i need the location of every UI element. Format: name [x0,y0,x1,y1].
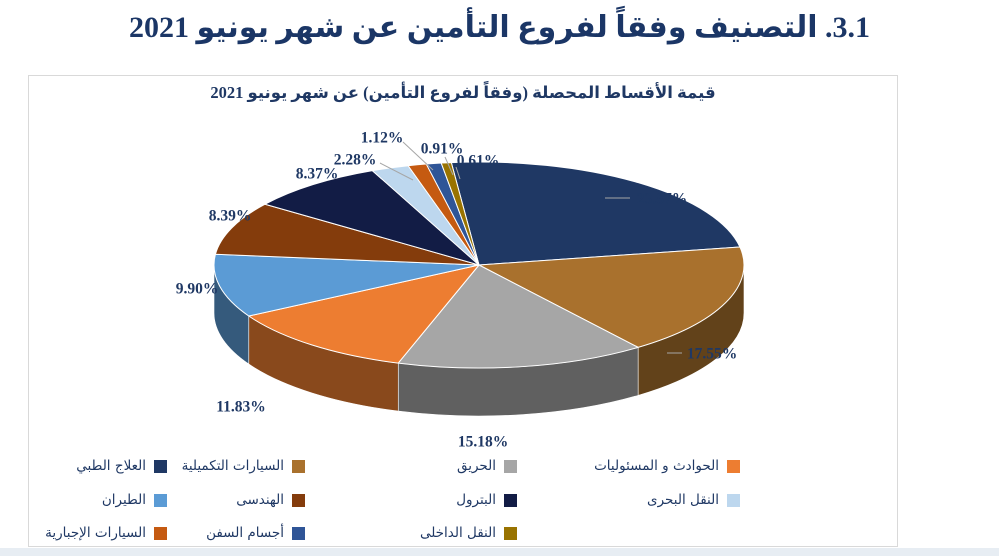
data-label: 8.37% [296,166,339,183]
legend-item: الهندسى [236,491,305,509]
data-label: 2.28% [334,152,377,169]
data-label: 17.55% [687,346,737,363]
legend-label: العلاج الطبي [76,458,146,474]
legend-item: السيارات الإجبارية [45,524,167,542]
data-label: 0.91% [421,141,464,158]
legend-label: السيارات الإجبارية [45,525,146,541]
legend-label: النقل الداخلى [419,525,496,541]
pie-slice [248,264,480,364]
legend-swatch [504,493,517,507]
legend-item: النقل البحرى [647,491,740,509]
legend-swatch [727,459,740,473]
legend-item: البترول [456,491,517,509]
legend-swatch [154,493,167,507]
legend-swatch [292,459,305,473]
data-label: 23.87% [637,191,687,208]
legend-item: الطيران [102,491,167,509]
legend-swatch [504,526,517,540]
chart-title: قيمة الأقساط المحصلة (وفقاً لفروع التأمي… [210,83,716,102]
data-label: 9.90% [176,281,219,298]
legend-item: أجسام السفن [206,524,305,542]
legend-swatch [727,493,740,507]
data-label: 15.18% [458,434,508,451]
data-label: 8.39% [209,208,252,225]
pie-slice [440,162,480,266]
pie-slices [213,161,745,369]
legend-item: النقل الداخلى [420,524,517,542]
pie-data-labels: 23.87% 17.55% 15.18% 11.83% 9.90% 8.39% 8.37%2… [176,130,738,451]
pie-slice [264,170,480,266]
pie-slice [214,203,480,266]
legend-label: الهندسى [236,492,284,508]
legend-item: السيارات التكميلية [182,457,305,475]
leader-line [455,166,461,180]
legend-swatch [154,459,167,473]
leader-line [444,156,454,176]
legend-label: الحريق [456,458,496,474]
pie-slice [213,253,480,317]
legend-swatch [292,526,305,540]
bottom-strip [0,548,999,556]
pie-slice [450,161,741,266]
leader-line [402,141,434,171]
legend-label: السيارات التكميلية [181,458,284,474]
page-title: 3.1. التصنيف وفقاً لفروع التأمين عن شهر … [128,11,871,44]
legend-label: الطيران [101,492,146,508]
pie-chart: 23.87% 17.55% 15.18% 11.83% 9.90% 8.39% 8.37%2… [176,130,745,451]
legend-swatch [154,526,167,540]
data-label: 0.61% [457,153,500,170]
legend-swatch [292,493,305,507]
legend-swatch [504,459,517,473]
pie-slice [478,246,745,348]
legend-item: الحريق [457,457,517,475]
data-label: 11.83% [216,399,266,416]
data-label: 1.12% [361,130,404,147]
chart-panel: 23.87% 17.55% 15.18% 11.83% 9.90% 8.39% 8.37% 2… [28,75,898,547]
legend-label: البترول [456,492,496,508]
legend-label: أجسام السفن [206,525,284,541]
legend-label: الحوادث و المسئوليات [594,458,719,474]
legend-label: النقل البحرى [647,492,719,508]
legend-item: العلاج الطبي [76,457,167,475]
leader-line [379,162,414,181]
legend-item: الحوادث و المسئوليات [594,457,740,475]
